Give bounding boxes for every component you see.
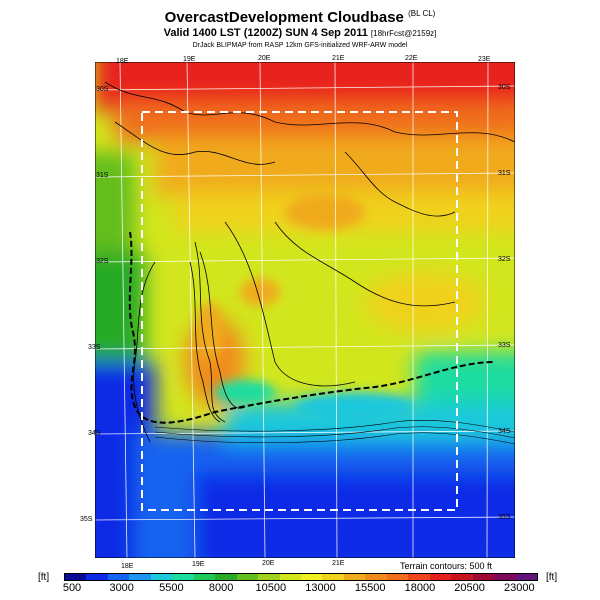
lat-label-left: 30S	[96, 86, 109, 93]
lon-label-top: 18E	[116, 58, 129, 65]
lon-label-top: 19E	[183, 56, 196, 63]
lat-label: 34S	[498, 428, 511, 435]
lon-label-bottom: 21E	[332, 560, 345, 567]
colorbar-label: 10500	[255, 582, 287, 594]
credit-line: DrJack BLIPMAP from RASP 12km GFS-initia…	[192, 42, 408, 49]
lon-label-bottom: 18E	[121, 563, 134, 570]
cloudbase-map	[95, 62, 515, 558]
lon-label-top: 21E	[332, 55, 345, 62]
colorbar-swatch	[129, 574, 152, 580]
colorbar-unit-left: [ft]	[38, 572, 50, 583]
lat-label-left: 34S	[88, 430, 101, 437]
colorbar-swatch	[429, 574, 452, 580]
map-title: OvercastDevelopment Cloudbase (BL CL)	[164, 9, 436, 26]
colorbar-swatch	[472, 574, 495, 580]
colorbar-swatch	[279, 574, 302, 580]
colorbar-swatch	[172, 574, 195, 580]
lat-label: 31S	[498, 170, 511, 177]
colorbar-swatch	[107, 574, 130, 580]
colorbar-unit-right: [ft]	[546, 572, 558, 583]
colorbar-label: 3000	[109, 582, 134, 594]
colorbar-swatch	[193, 574, 216, 580]
lon-label-top: 20E	[258, 55, 271, 62]
colorbar-swatch	[236, 574, 259, 580]
colorbar-swatch	[365, 574, 388, 580]
lat-label-left: 35S	[80, 516, 93, 523]
colorbar	[64, 573, 538, 581]
colorbar-label: 5500	[159, 582, 184, 594]
colorbar-label: 18000	[404, 582, 436, 594]
colorbar-label: 15500	[354, 582, 386, 594]
colorbar-swatch	[451, 574, 474, 580]
colorbar-swatch	[215, 574, 238, 580]
colorbar-label: 23000	[504, 582, 535, 594]
colorbar-swatch	[65, 574, 87, 580]
colorbar-swatch	[386, 574, 409, 580]
colorbar-swatch	[408, 574, 431, 580]
lat-label: 30S	[498, 84, 511, 91]
colorbar-swatch	[150, 574, 173, 580]
lon-label-top: 22E	[405, 55, 418, 62]
colorbar-swatch	[258, 574, 281, 580]
colorbar-swatch	[86, 574, 109, 580]
colorbar-swatch	[494, 574, 517, 580]
lat-label-left: 32S	[96, 258, 109, 265]
lat-label: 33S	[498, 342, 511, 349]
terrain-contours-note: Terrain contours: 500 ft	[400, 561, 493, 571]
colorbar-label: 20500	[454, 582, 485, 594]
lon-label-bottom: 20E	[262, 560, 275, 567]
colorbar-label: 13000	[305, 582, 336, 594]
lat-label-left: 31S	[96, 172, 109, 179]
lat-label: 32S	[498, 256, 511, 263]
lon-label-top: 23E	[478, 56, 491, 63]
colorbar-swatch	[515, 574, 538, 580]
lat-label-left: 33S	[88, 344, 101, 351]
colorbar-swatch	[301, 574, 323, 580]
lon-label-bottom: 19E	[192, 561, 205, 568]
colorbar-label: 500	[62, 582, 82, 594]
valid-time: Valid 1400 LST (1200Z) SUN 4 Sep 2011 [1…	[163, 27, 437, 39]
colorbar-label: 8000	[208, 582, 234, 594]
colorbar-swatch	[343, 574, 366, 580]
lat-label: 35S	[498, 514, 511, 521]
colorbar-swatch	[322, 574, 345, 580]
